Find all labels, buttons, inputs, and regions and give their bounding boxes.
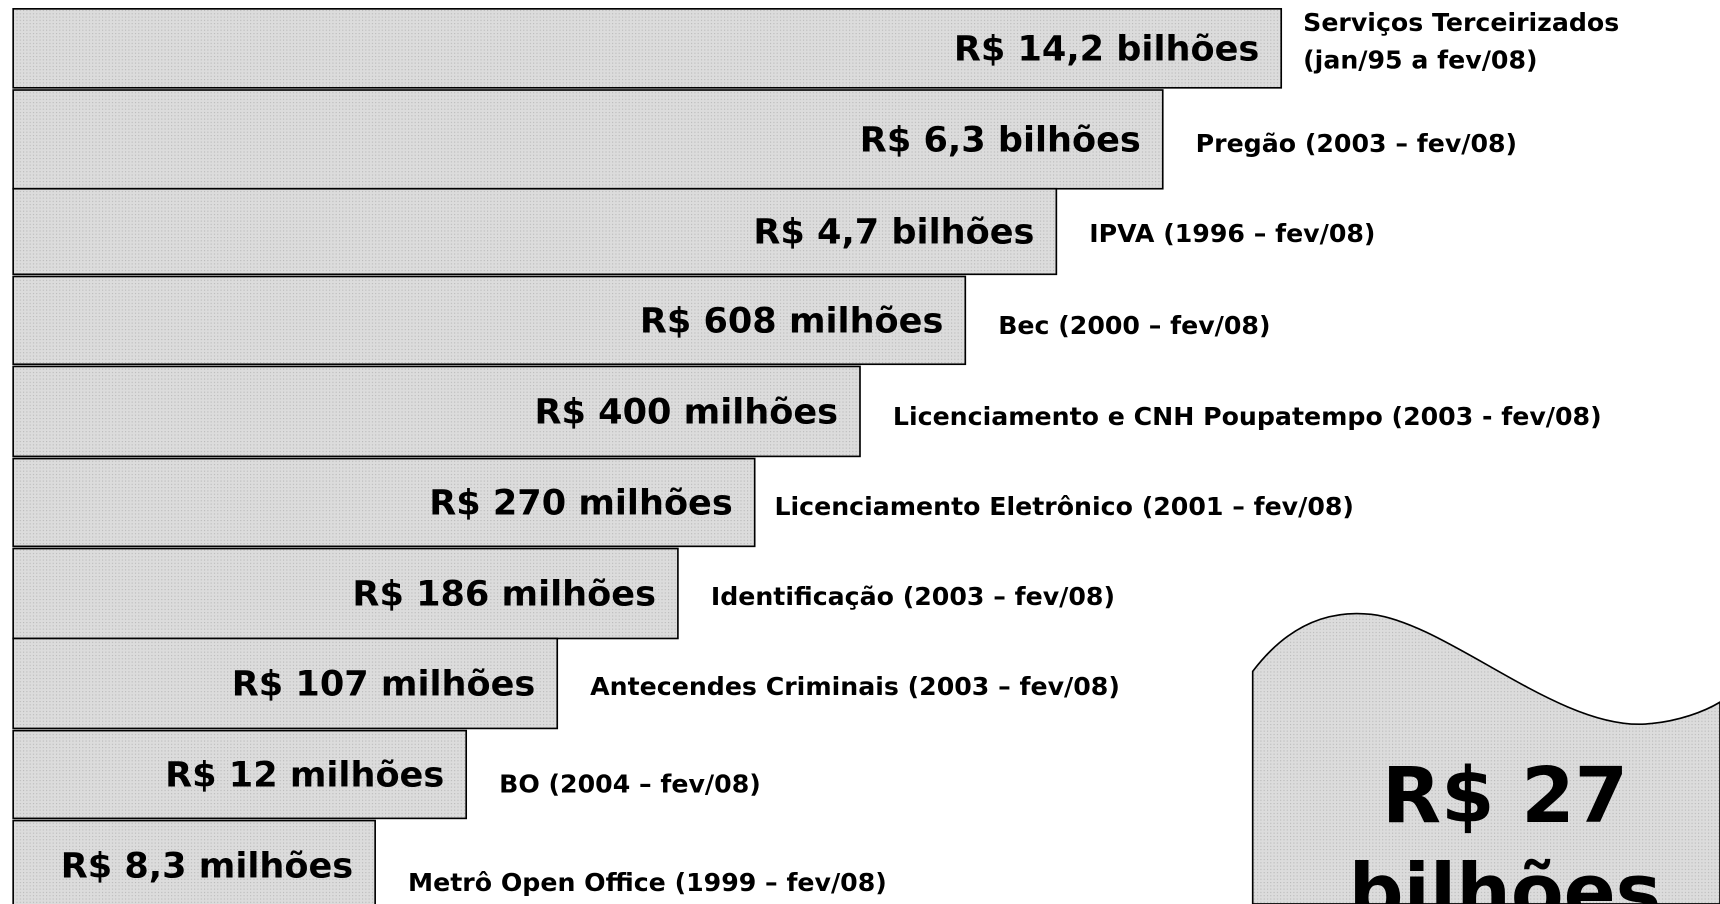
bar-value: R$ 14,2 bilhões [954,29,1259,70]
bar [12,275,967,366]
bar [12,729,468,820]
bar-value: R$ 12 milhões [165,755,444,796]
total-value: R$ 27 [1382,752,1628,841]
bar-label: Licenciamento Eletrônico (2001 – fev/08) [774,492,1354,521]
bar-value: R$ 107 milhões [232,664,536,705]
bar-label: Identificação (2003 – fev/08) [711,582,1115,611]
bar-label: Metrô Open Office (1999 – fev/08) [408,868,887,897]
bar-label: IPVA (1996 – fev/08) [1089,219,1375,248]
bar-value: R$ 6,3 bilhões [860,120,1141,161]
bar-label: Bec (2000 – fev/08) [998,311,1270,340]
bar [12,8,1283,89]
bar [12,187,1058,276]
total-shape [1251,612,1720,904]
bar-label: Pregão (2003 – fev/08) [1196,129,1517,158]
bar-value: R$ 8,3 milhões [61,846,353,887]
bar [12,457,756,548]
bar [12,819,376,904]
bar-label: Licenciamento e CNH Poupatempo (2003 - f… [893,402,1602,431]
bar-value: R$ 400 milhões [535,392,839,433]
bar [12,365,861,458]
bar-label: Serviços Terceirizados [1303,8,1619,37]
bar-value: R$ 608 milhões [640,301,944,342]
bar [12,89,1164,190]
bar-value: R$ 186 milhões [352,574,656,615]
bar [12,637,559,730]
bar-label: (jan/95 a fev/08) [1303,45,1537,74]
bar-label: BO (2004 – fev/08) [499,769,761,798]
total-unit: bilhões [1349,848,1662,904]
bar-label: Antecendes Criminais (2003 – fev/08) [590,672,1120,701]
bar-value: R$ 4,7 bilhões [753,212,1034,253]
bar-value: R$ 270 milhões [429,483,733,524]
